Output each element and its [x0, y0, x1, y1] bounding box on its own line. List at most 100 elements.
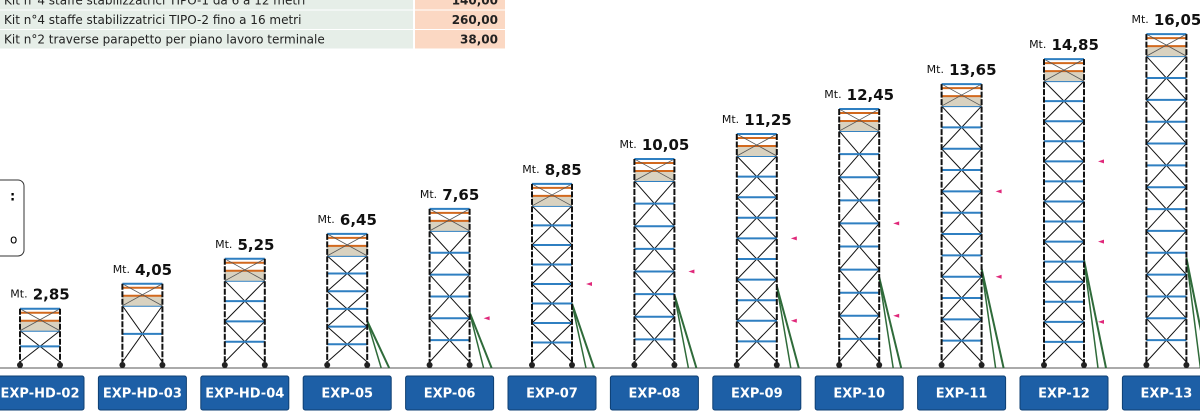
model-label: EXP-12	[1038, 387, 1090, 402]
brace	[327, 233, 368, 257]
wheel	[631, 362, 638, 368]
stabilizer	[878, 277, 894, 369]
kit-label: Kit n°4 staffe stabilizzatrici TIPO-2 fi…	[4, 13, 301, 27]
height-label: Mt. 14,85	[1029, 35, 1099, 54]
stabilizer	[468, 311, 493, 369]
kit-row-bg	[0, 10, 413, 29]
platform	[429, 220, 470, 231]
wheel	[876, 362, 883, 368]
platform	[20, 320, 60, 331]
model-badge	[609, 375, 699, 411]
height-prefix: Mt.	[10, 288, 27, 301]
scaffold-tower	[1143, 33, 1200, 369]
wheel	[426, 362, 433, 368]
wheel	[57, 362, 63, 368]
platform	[736, 146, 777, 156]
brace	[634, 158, 675, 182]
height-prefix: Mt.	[113, 263, 130, 276]
height-label: Mt. 10,05	[619, 134, 689, 153]
wheel	[364, 362, 371, 368]
model-badge	[0, 375, 85, 411]
stabilizer	[366, 320, 382, 369]
height-value: 5,25	[237, 235, 274, 253]
tie-marker	[995, 274, 1002, 279]
kit-row-bg	[0, 0, 413, 10]
tie-marker	[893, 221, 900, 226]
height-label: Mt. 5,25	[215, 234, 274, 253]
height-prefix: Mt.	[927, 63, 944, 76]
scaffold-tower	[1041, 58, 1107, 369]
tie-marker	[1098, 319, 1104, 324]
scaffold-tower	[529, 182, 595, 369]
stabilizer	[571, 303, 595, 369]
brace	[19, 308, 61, 332]
model-label: EXP-06	[424, 387, 476, 402]
scaffold-tower	[324, 232, 391, 369]
tie-marker	[995, 189, 1002, 194]
wheel	[466, 362, 473, 368]
height-label: Mt. 8,85	[522, 159, 581, 178]
height-prefix: Mt.	[1029, 38, 1046, 51]
height-value: 4,05	[135, 260, 172, 278]
wheel	[569, 362, 575, 368]
height-label: Mt. 11,25	[722, 110, 792, 129]
brace	[224, 258, 265, 282]
wheel	[324, 362, 331, 368]
platform	[1146, 46, 1187, 57]
tie-marker	[790, 318, 797, 323]
tie-marker	[688, 269, 695, 274]
brace	[736, 133, 777, 157]
height-value: 11,25	[744, 111, 791, 129]
model-label: EXP-HD-04	[205, 387, 284, 402]
height-prefix: Mt.	[215, 238, 232, 251]
height-value: 2,85	[33, 285, 70, 303]
height-value: 7,65	[442, 185, 479, 203]
height-prefix: Mt.	[619, 138, 636, 151]
brace	[1043, 58, 1085, 82]
scaffold-tower	[426, 207, 493, 369]
stabilizer	[1185, 257, 1200, 332]
model-label: EXP-10	[833, 387, 885, 402]
height-value: 14,85	[1051, 36, 1098, 54]
model-label: EXP-HD-02	[1, 387, 80, 402]
wheel	[17, 362, 23, 368]
scaffold-tower	[733, 133, 800, 369]
stabilizer	[468, 312, 485, 369]
brace	[941, 83, 982, 107]
kit-price-bg	[415, 30, 505, 49]
height-label: Mt. 7,65	[420, 184, 479, 203]
kit-label: Kit n°2 traverse parapetto per piano lav…	[4, 33, 325, 47]
wheel	[1081, 362, 1087, 368]
model-badge	[405, 375, 495, 411]
brace	[839, 108, 880, 132]
brace	[531, 183, 573, 207]
kit-price: 260,00	[452, 13, 498, 27]
wheel	[938, 362, 945, 368]
height-label: Mt. 16,05	[1131, 10, 1200, 29]
height-value: 12,45	[847, 86, 894, 104]
stabilizer	[366, 320, 391, 369]
height-value: 6,45	[340, 210, 377, 228]
wheel	[261, 362, 268, 368]
tie-marker	[1098, 239, 1104, 244]
wheel	[733, 362, 740, 368]
tie-marker	[790, 236, 797, 241]
height-value: 16,05	[1154, 11, 1200, 29]
kit-row-bg	[0, 30, 413, 49]
model-label: EXP-13	[1141, 387, 1193, 402]
wheel	[773, 362, 780, 368]
wheel	[836, 362, 843, 368]
platform	[327, 245, 368, 256]
height-value: 10,05	[642, 135, 689, 153]
brace	[429, 208, 470, 232]
model-badge	[917, 375, 1007, 411]
height-prefix: Mt.	[522, 163, 539, 176]
scaffold-tower	[938, 83, 1005, 369]
height-prefix: Mt.	[824, 88, 841, 101]
kit-price-bg	[415, 10, 505, 29]
platform	[1044, 71, 1084, 82]
wheel	[1041, 362, 1047, 368]
stabilizer	[775, 285, 800, 369]
kit-price-bg	[415, 0, 505, 10]
